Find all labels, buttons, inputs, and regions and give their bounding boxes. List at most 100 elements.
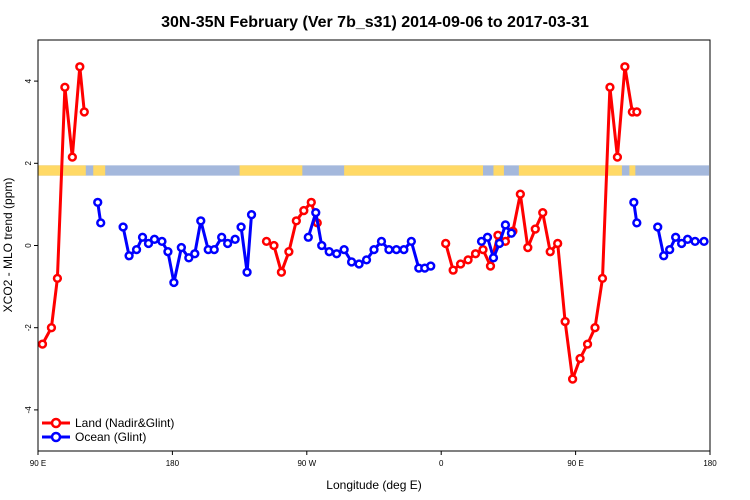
data-point [582, 339, 593, 349]
x-axis: 90 E 180 90 W 0 90 E 180 [30, 451, 717, 468]
data-point [620, 62, 630, 72]
data-point [482, 232, 493, 242]
data-point [46, 323, 57, 333]
data-point [391, 244, 402, 255]
data-point [682, 234, 693, 244]
data-point [184, 253, 194, 263]
data-point [463, 255, 473, 265]
data-point [659, 251, 669, 261]
data-point [676, 238, 687, 249]
land-series [37, 62, 642, 384]
data-point [632, 218, 642, 228]
data-point [190, 249, 200, 259]
data-point [553, 238, 563, 249]
data-point [441, 238, 451, 249]
data-point [317, 240, 327, 251]
y-tick-label: 4 [24, 78, 33, 83]
data-point [376, 236, 387, 247]
data-point [690, 236, 700, 247]
x-tick-label: 90 E [30, 459, 46, 468]
y-tick-label: -2 [24, 324, 33, 332]
data-point [230, 234, 240, 244]
y-axis-label: XCO2 - MLO trend (ppm) [1, 178, 15, 313]
data-point [560, 316, 570, 327]
data-point [545, 247, 555, 257]
data-point [346, 257, 357, 267]
data-point [209, 244, 219, 255]
data-point [299, 205, 309, 216]
band-land [629, 165, 636, 176]
land-ocean-band [38, 165, 709, 176]
band-land [344, 165, 484, 176]
data-point [455, 259, 466, 269]
data-point [575, 353, 585, 364]
data-point [311, 207, 321, 218]
data-point [131, 244, 142, 255]
data-point [291, 216, 301, 226]
data-point [530, 224, 540, 234]
data-point [306, 197, 316, 207]
data-point [176, 242, 187, 253]
data-point [269, 240, 279, 251]
data-point [303, 232, 313, 242]
legend-land-label: Land (Nadir&Glint) [75, 416, 174, 430]
ocean-series [93, 197, 709, 288]
data-point [476, 236, 487, 247]
x-tick-label: 180 [166, 459, 180, 468]
data-point [488, 253, 499, 263]
data-point [217, 232, 227, 242]
band-land [493, 165, 504, 176]
data-point [478, 244, 488, 255]
data-point [79, 107, 89, 117]
x-tick-label: 90 W [297, 459, 316, 468]
data-point [37, 339, 48, 349]
data-point [538, 207, 548, 218]
data-point [96, 218, 106, 228]
data-point [246, 210, 257, 220]
data-point [448, 265, 458, 275]
data-point [118, 222, 128, 232]
y-axis: -4 -2 0 2 4 [24, 78, 38, 413]
data-point [163, 247, 173, 257]
data-point [124, 251, 134, 261]
data-point [261, 236, 272, 247]
data-point [494, 238, 505, 249]
y-tick-label: 0 [24, 243, 33, 248]
band-land [93, 165, 106, 176]
data-point [276, 267, 287, 277]
data-point [506, 228, 517, 238]
series-layer [37, 62, 709, 384]
data-point [426, 261, 436, 271]
data-point [665, 244, 675, 255]
x-tick-label: 180 [703, 459, 717, 468]
data-point [223, 238, 233, 249]
data-point [485, 261, 496, 271]
chart-title: 30N-35N February (Ver 7b_s31) 2014-09-06… [161, 14, 589, 31]
data-point [605, 82, 615, 92]
data-point [590, 323, 600, 333]
data-point [93, 197, 103, 207]
data-point [632, 107, 642, 117]
data-point [671, 232, 681, 242]
data-point [339, 244, 349, 255]
data-point [67, 152, 77, 162]
data-point [523, 242, 533, 253]
y-tick-label: -4 [24, 406, 33, 414]
plot-frame [37, 39, 711, 452]
data-point [143, 238, 154, 249]
legend-ocean-marker [50, 431, 62, 443]
band-land [518, 165, 622, 176]
data-point [236, 222, 246, 232]
data-point [324, 247, 334, 257]
data-point [75, 62, 85, 72]
data-point [406, 236, 416, 247]
data-point [384, 244, 394, 255]
data-point [567, 374, 578, 384]
data-point [284, 247, 294, 257]
data-point [629, 197, 639, 207]
y-tick-label: 2 [24, 161, 33, 166]
data-point [149, 234, 160, 244]
data-point [60, 82, 70, 92]
data-point [653, 222, 663, 232]
